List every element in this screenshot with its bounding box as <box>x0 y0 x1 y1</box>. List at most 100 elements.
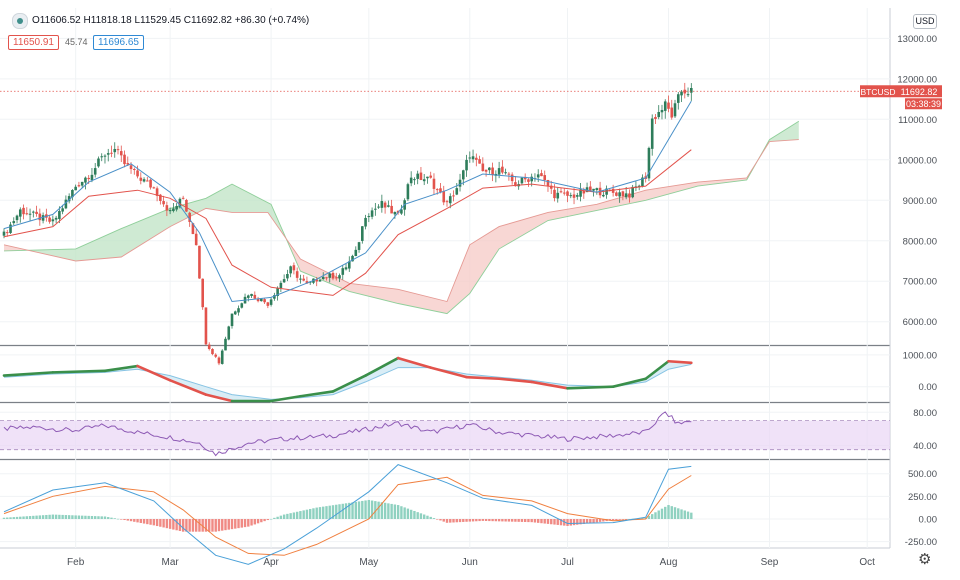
macd-histogram-bar <box>103 516 107 519</box>
macd-histogram-bar <box>664 506 667 519</box>
candle-body <box>504 172 507 174</box>
series-visibility-icon[interactable] <box>12 13 28 29</box>
macd-histogram-bar <box>110 517 113 519</box>
macd-histogram-bar <box>442 519 445 522</box>
candle-body <box>175 206 178 210</box>
macd-histogram-bar <box>517 519 520 522</box>
momentum-fill <box>4 358 692 401</box>
candle-body <box>364 217 367 227</box>
macd-histogram-bar <box>367 499 371 519</box>
candle-body <box>484 169 488 172</box>
macd-histogram-bar <box>344 503 348 519</box>
candle-body <box>152 187 156 189</box>
macd-histogram-bar <box>647 515 651 519</box>
macd-histogram-bar <box>589 519 592 524</box>
macd-histogram-bar <box>364 500 367 519</box>
candle-body <box>628 193 631 198</box>
macd-histogram-bar <box>413 510 416 519</box>
momentum-line-segment <box>136 364 172 382</box>
candle-body <box>530 176 533 182</box>
candle-body <box>191 223 195 235</box>
macd-histogram-bar <box>455 519 458 523</box>
macd-histogram-bar <box>592 519 595 523</box>
macd-tick-label: 0.00 <box>919 515 938 526</box>
macd-histogram-bar <box>175 519 178 531</box>
macd-histogram-bar <box>97 516 100 519</box>
candle-body <box>419 172 423 180</box>
candle-body <box>22 207 25 215</box>
candle-body <box>370 210 374 217</box>
macd-histogram-bar <box>504 519 507 522</box>
candle-body <box>273 295 276 299</box>
macd-histogram-bar <box>185 519 188 532</box>
candle-body <box>637 185 641 187</box>
candle-body <box>51 219 55 222</box>
candle-body <box>458 179 462 187</box>
macd-histogram-bar <box>422 514 426 519</box>
macd-histogram-bar <box>188 519 191 532</box>
candle-body <box>188 212 191 222</box>
candle-body <box>48 217 51 222</box>
macd-histogram-bar <box>654 512 657 519</box>
candle-body <box>110 152 113 154</box>
macd-histogram-bar <box>152 519 156 526</box>
macd-histogram-bar <box>611 519 615 521</box>
macd-histogram-bar <box>354 501 357 519</box>
candle-body <box>465 159 468 171</box>
candle-body <box>256 298 260 302</box>
candle-body <box>344 267 348 270</box>
ohlc-legend: O11606.52 H11818.18 L11529.45 C11692.82 … <box>32 15 310 26</box>
candle-body <box>540 173 543 177</box>
x-tick-label: Apr <box>263 557 279 568</box>
candle-body <box>159 194 162 201</box>
candle-body <box>58 211 61 219</box>
macd-histogram-bar <box>510 519 514 522</box>
macd-histogram-bar <box>677 508 680 519</box>
candle-body <box>514 182 517 187</box>
candle-body <box>266 302 270 306</box>
candle-body <box>286 274 289 279</box>
candle-body <box>80 181 84 186</box>
macd-histogram-bar <box>133 519 136 522</box>
tenkan-sen-line <box>3 100 692 303</box>
candle-body <box>448 196 452 204</box>
candle-body <box>74 186 77 191</box>
macd-histogram-bar <box>377 501 380 519</box>
candle-body <box>67 196 71 202</box>
price-tick-label: 8000.00 <box>903 236 937 247</box>
candle-body <box>452 195 455 197</box>
candle-body <box>139 177 143 181</box>
macd-tick-label: 250.00 <box>908 492 937 503</box>
price-tick-label: 12000.00 <box>897 74 937 85</box>
candle-body <box>650 118 654 149</box>
candle-body <box>426 176 429 179</box>
candle-body <box>260 298 263 302</box>
candle-body <box>237 308 240 313</box>
candle-body <box>439 188 442 193</box>
candle-body <box>240 303 244 308</box>
macd-histogram-bar <box>465 519 468 522</box>
candle-body <box>220 350 224 364</box>
candle-body <box>602 194 605 197</box>
candle-body <box>123 154 126 165</box>
settings-gear-icon[interactable]: ⚙ <box>918 551 932 568</box>
macd-histogram-bar <box>553 519 556 525</box>
candle-body <box>194 233 198 246</box>
macd-histogram-bar <box>159 519 162 527</box>
momentum-line-segment <box>667 359 693 365</box>
price-tick-label: 9000.00 <box>903 196 937 207</box>
candle-body <box>28 213 32 215</box>
candle-body <box>501 166 504 173</box>
rsi-tick-label: 80.00 <box>913 408 937 419</box>
currency-button[interactable]: USD <box>913 14 937 29</box>
macd-histogram-bar <box>445 519 449 523</box>
candle-body <box>559 191 563 193</box>
macd-histogram-bar <box>51 514 55 519</box>
candle-body <box>686 94 690 96</box>
macd-histogram-bar <box>221 519 224 531</box>
momentum-line-segment <box>103 364 139 373</box>
macd-histogram-bar <box>142 519 146 524</box>
candle-body <box>589 186 592 191</box>
candle-body <box>338 275 341 279</box>
